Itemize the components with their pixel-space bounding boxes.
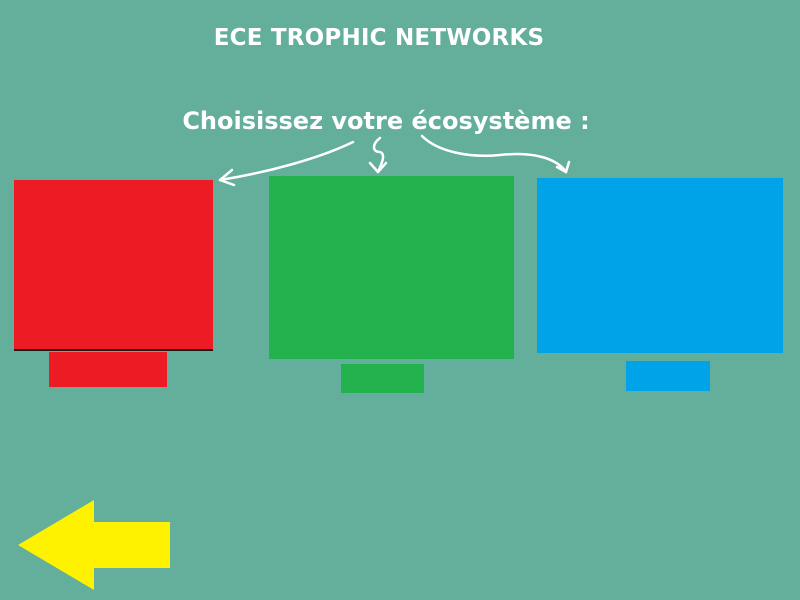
ecosystem-prompt: Choisissez votre écosystème :: [182, 107, 590, 135]
ecosystem-red-tile[interactable]: [14, 180, 213, 351]
ecosystem-blue-button[interactable]: [626, 361, 710, 391]
page-title: ECE TROPHIC NETWORKS: [213, 25, 545, 51]
back-button[interactable]: [16, 499, 172, 591]
arrow-to-blue-icon: [420, 134, 568, 174]
arrow-to-green-icon: [372, 136, 385, 174]
ecosystem-blue-tile[interactable]: [537, 178, 783, 353]
arrow-to-red-icon: [218, 140, 355, 182]
ecosystem-green-button[interactable]: [341, 364, 424, 393]
ecosystem-red-button[interactable]: [49, 352, 167, 387]
arrow-left-icon: [18, 500, 170, 590]
ecosystem-green-tile[interactable]: [269, 176, 514, 359]
